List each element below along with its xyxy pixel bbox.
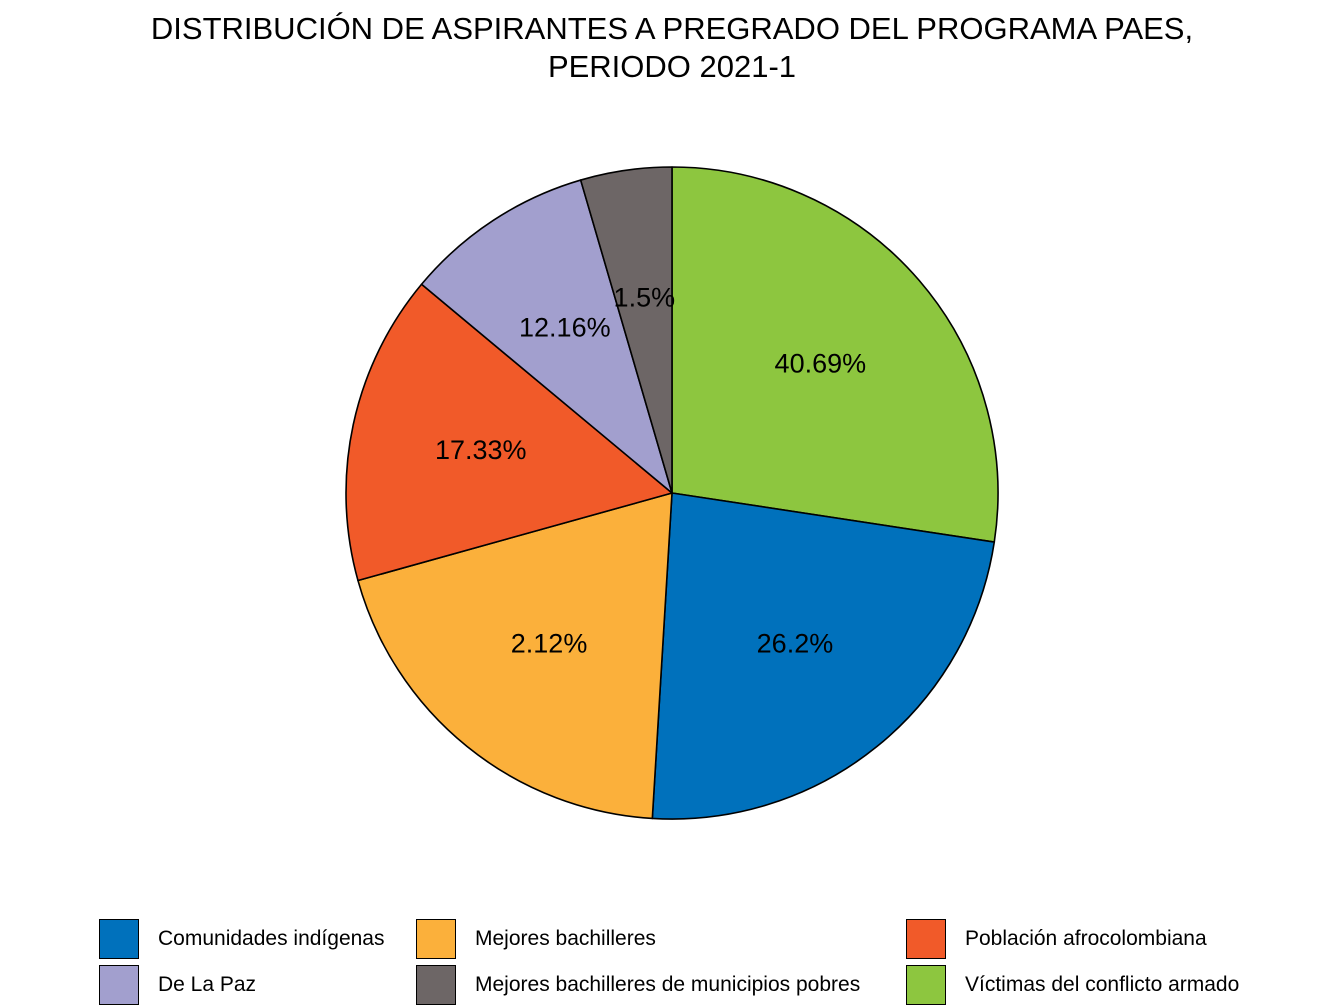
chart-title: DISTRIBUCIÓN DE ASPIRANTES A PREGRADO DE… — [0, 10, 1344, 86]
legend-swatch — [99, 965, 139, 1005]
legend-swatch — [416, 919, 456, 959]
pie-label-mejores-bachilleres-de-municipios-pobres: 1.5% — [614, 282, 676, 312]
legend-label: Población afrocolombiana — [965, 927, 1207, 950]
pie-label-mejores-bachilleres: 2.12% — [511, 628, 588, 658]
pie-slice-comunidades-indigenas — [651, 492, 996, 820]
pie-slice-mejores-bachilleres — [357, 492, 673, 820]
pie-slice-poblacion-afrocolombiana — [345, 283, 673, 582]
legend-item-de-la-paz: De La Paz — [99, 964, 256, 1006]
legend-label: Comunidades indígenas — [158, 927, 385, 950]
pie-slice-de-la-paz — [420, 179, 673, 494]
legend-label: De La Paz — [158, 973, 257, 996]
pie-labels: 40.69% 26.2% 2.12% 17.33% 12.16%1.5% — [435, 282, 866, 658]
pie-label-comunidades-indigenas: 26.2% — [757, 628, 834, 658]
chart-title-line-2: PERIODO 2021-1 — [547, 49, 797, 84]
legend-item-mejores-bachilleres-municipios-pobres: Mejores bachilleres de municipios pobres — [416, 964, 860, 1006]
legend-label: Víctimas del conflicto armado — [965, 973, 1240, 996]
pie-slices — [345, 166, 999, 820]
legend-item-mejores-bachilleres: Mejores bachilleres — [416, 918, 656, 960]
pie-slice-mejores-bachilleres-de-municipios-pobres — [579, 166, 673, 494]
pie-label-victimas-del-conflicto-armado: 40.69% — [775, 349, 867, 379]
legend-label: Mejores bachilleres — [475, 927, 656, 950]
legend-swatch — [416, 965, 456, 1005]
legend-swatch — [906, 919, 946, 959]
legend-swatch — [99, 919, 139, 959]
legend-item-comunidades-indigenas: Comunidades indígenas — [99, 918, 385, 960]
pie-label-poblacion-afrocolombiana: 17.33% — [435, 435, 527, 465]
legend-item-poblacion-afrocolombiana: Población afrocolombiana — [906, 918, 1207, 960]
pie-label-de-la-paz: 12.16% — [519, 313, 611, 343]
pie-slice-victimas-del-conflicto-armado — [671, 166, 999, 543]
legend-swatch — [906, 965, 946, 1005]
legend-label: Mejores bachilleres de municipios pobres — [475, 973, 861, 996]
chart-title-line-1: DISTRIBUCIÓN DE ASPIRANTES A PREGRADO DE… — [150, 11, 1194, 46]
legend-item-victimas-conflicto-armado: Víctimas del conflicto armado — [906, 964, 1239, 1006]
